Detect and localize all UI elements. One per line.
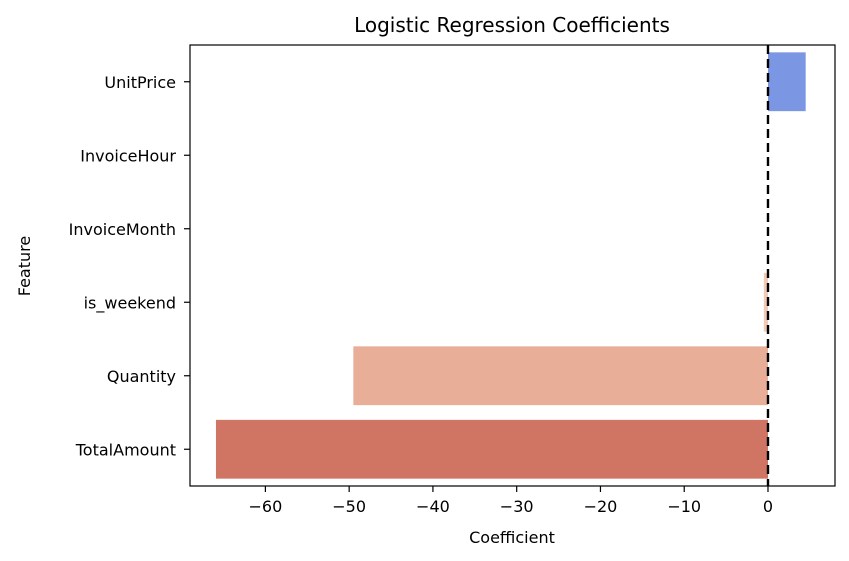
x-axis-ticks: −60 −50 −40 −30 −20 −10 0 xyxy=(249,486,773,516)
y-tick-label: InvoiceHour xyxy=(80,146,176,165)
bar-totalamount xyxy=(215,419,768,479)
x-tick-label: 0 xyxy=(763,497,773,516)
y-axis-ticks: UnitPrice InvoiceHour InvoiceMonth is_weeke… xyxy=(69,73,190,459)
x-tick-label: −20 xyxy=(584,497,618,516)
x-tick-label: −60 xyxy=(249,497,283,516)
y-tick-label: UnitPrice xyxy=(104,73,176,92)
x-tick-label: −40 xyxy=(416,497,450,516)
bars-group xyxy=(215,52,806,479)
plot-frame xyxy=(189,44,836,487)
x-tick-label: −50 xyxy=(332,497,366,516)
bar-unitprice xyxy=(767,52,806,112)
chart-title: Logistic Regression Coefficients xyxy=(354,13,670,37)
y-tick-label: Quantity xyxy=(107,367,176,386)
x-tick-label: −10 xyxy=(667,497,701,516)
x-tick-label: −30 xyxy=(500,497,534,516)
bar-is-weekend xyxy=(763,272,768,332)
y-tick-label: InvoiceMonth xyxy=(69,220,176,239)
y-tick-label: TotalAmount xyxy=(75,440,176,459)
x-axis-label: Coefficient xyxy=(469,528,555,547)
y-axis-label: Feature xyxy=(15,236,34,296)
bar-quantity xyxy=(353,346,768,406)
y-tick-label: is_weekend xyxy=(84,293,176,313)
